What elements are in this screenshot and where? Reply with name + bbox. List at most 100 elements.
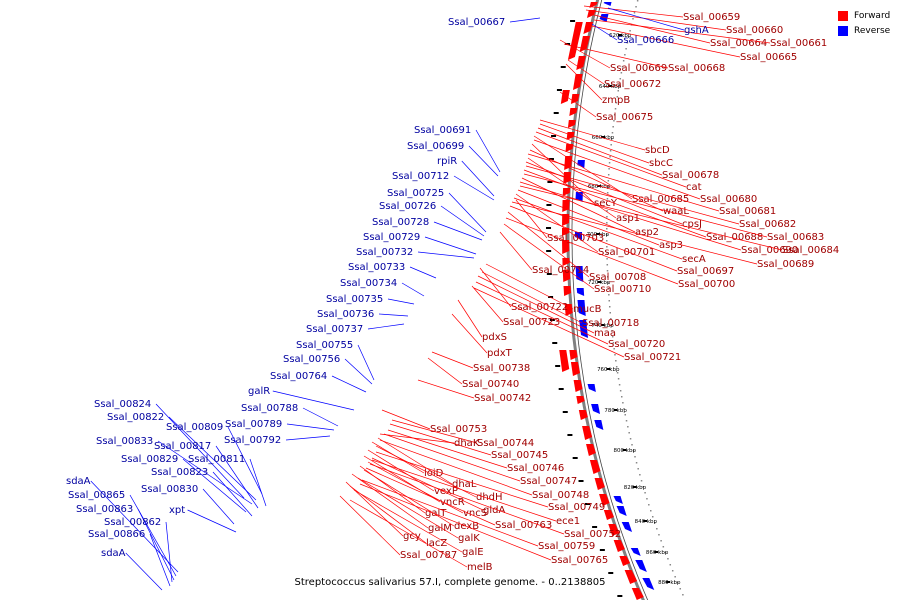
forward-gene-label: Ssal_00747 <box>520 476 577 487</box>
scale-dot <box>679 588 682 590</box>
scale-dot <box>606 270 609 272</box>
scale-dot <box>618 384 621 386</box>
reverse-gene-label: Ssal_00755 <box>296 340 353 351</box>
scale-dot <box>664 552 667 554</box>
scale-dot <box>644 492 646 494</box>
reverse-leader-line <box>129 494 177 577</box>
forward-leader-line <box>457 299 483 338</box>
forward-leader-line <box>533 135 633 200</box>
forward-gene-label: Ssal_00685 <box>632 194 689 205</box>
reverse-leader-line <box>433 221 483 241</box>
forward-gene-label: sbcD <box>645 145 670 156</box>
scale-dot <box>634 456 636 458</box>
scale-dot <box>622 402 624 404</box>
forward-leader-line <box>391 419 478 444</box>
reverse-gene-arrow <box>575 232 583 240</box>
forward-leader-line <box>503 223 595 290</box>
forward-gene-label: Ssal_00664 <box>710 38 767 49</box>
forward-leader-line <box>535 131 687 188</box>
marker <box>551 135 557 137</box>
forward-gene-label: secY <box>594 198 618 209</box>
forward-leader-line <box>481 271 583 324</box>
reverse-gene-label: Ssal_00732 <box>356 247 413 258</box>
marker <box>578 480 584 482</box>
scale-dot <box>613 348 615 350</box>
scale-dot <box>619 78 622 80</box>
reverse-leader-line <box>461 160 495 197</box>
backbone-inner-arc <box>571 0 650 604</box>
marker <box>546 273 552 275</box>
forward-gene-label: Ssal_00759 <box>538 541 595 552</box>
reverse-gene-label: Ssal_00833 <box>96 436 153 447</box>
forward-gene-label: Ssal_00714 <box>532 265 589 276</box>
scale-dot <box>654 522 656 524</box>
reverse-gene-label: Ssal_00729 <box>363 232 420 243</box>
marker <box>592 526 598 528</box>
scale-dot <box>611 138 613 140</box>
reverse-leader-line <box>182 458 247 513</box>
scale-dot <box>624 414 627 416</box>
tick-mark <box>666 581 671 583</box>
scale-dot <box>606 204 608 206</box>
reverse-gene-label: rpiR <box>437 156 457 167</box>
forward-leader-line <box>563 43 669 69</box>
forward-leader-line <box>349 499 468 568</box>
scale-dot <box>613 114 616 116</box>
scale-dot <box>658 534 660 536</box>
forward-gene-arrow <box>613 540 625 552</box>
forward-leader-line <box>479 267 512 308</box>
scale-dot <box>606 252 608 254</box>
reverse-leader-line <box>357 344 375 381</box>
scale-dot <box>633 12 636 14</box>
forward-leader-line <box>585 9 727 31</box>
tick-mark <box>608 85 613 87</box>
reverse-gene-label: Ssal_00817 <box>154 441 211 452</box>
scale-dot <box>607 276 609 278</box>
forward-leader-line <box>529 149 664 212</box>
reverse-gene-label: Ssal_00830 <box>141 484 198 495</box>
forward-leader-line <box>525 161 683 225</box>
scale-dot <box>606 234 608 236</box>
marker <box>546 227 552 229</box>
reverse-leader-line <box>155 403 245 499</box>
reverse-gene-label: galR <box>248 386 270 397</box>
forward-gene-arrow <box>586 444 596 456</box>
scale-dot <box>615 360 617 362</box>
scale-dot <box>676 582 679 584</box>
scale-dot <box>632 450 635 452</box>
scale-dot <box>649 510 652 512</box>
reverse-gene-label: Ssal_00712 <box>392 171 449 182</box>
forward-leader-line <box>523 173 768 238</box>
forward-gene-arrow <box>578 410 588 420</box>
forward-leader-line <box>505 217 679 285</box>
scale-dot <box>635 462 638 464</box>
forward-gene-arrow <box>576 396 585 404</box>
reverse-gene-label: Ssal_00728 <box>372 217 429 228</box>
scale-dot <box>631 444 633 446</box>
scale-dot <box>660 540 662 542</box>
forward-gene-label: Ssal_00752 <box>564 529 621 540</box>
forward-leader-line <box>583 5 684 18</box>
scale-dot <box>620 72 623 74</box>
tick-mark <box>654 551 659 553</box>
forward-gene-label: Ssal_00669 <box>610 63 667 74</box>
forward-leader-line <box>593 19 771 44</box>
forward-leader-line <box>359 483 552 561</box>
scale-dot <box>615 102 618 104</box>
marker <box>585 503 591 505</box>
legend-label-reverse: Reverse <box>854 25 891 36</box>
forward-leader-line <box>499 231 533 271</box>
reverse-gene-arrow <box>621 522 633 532</box>
forward-gene-arrow <box>576 56 586 70</box>
scale-dot <box>606 222 608 224</box>
forward-gene-label: vncR <box>440 497 465 508</box>
reverse-gene-arrow <box>599 14 609 22</box>
forward-swatch <box>838 10 848 21</box>
reverse-leader-line <box>215 445 259 509</box>
forward-gene-label: melB <box>467 562 493 573</box>
reverse-gene-label: sdaA <box>101 548 126 559</box>
reverse-leader-line <box>387 298 415 305</box>
scale-dot <box>606 228 608 230</box>
scale-dot <box>606 210 608 212</box>
